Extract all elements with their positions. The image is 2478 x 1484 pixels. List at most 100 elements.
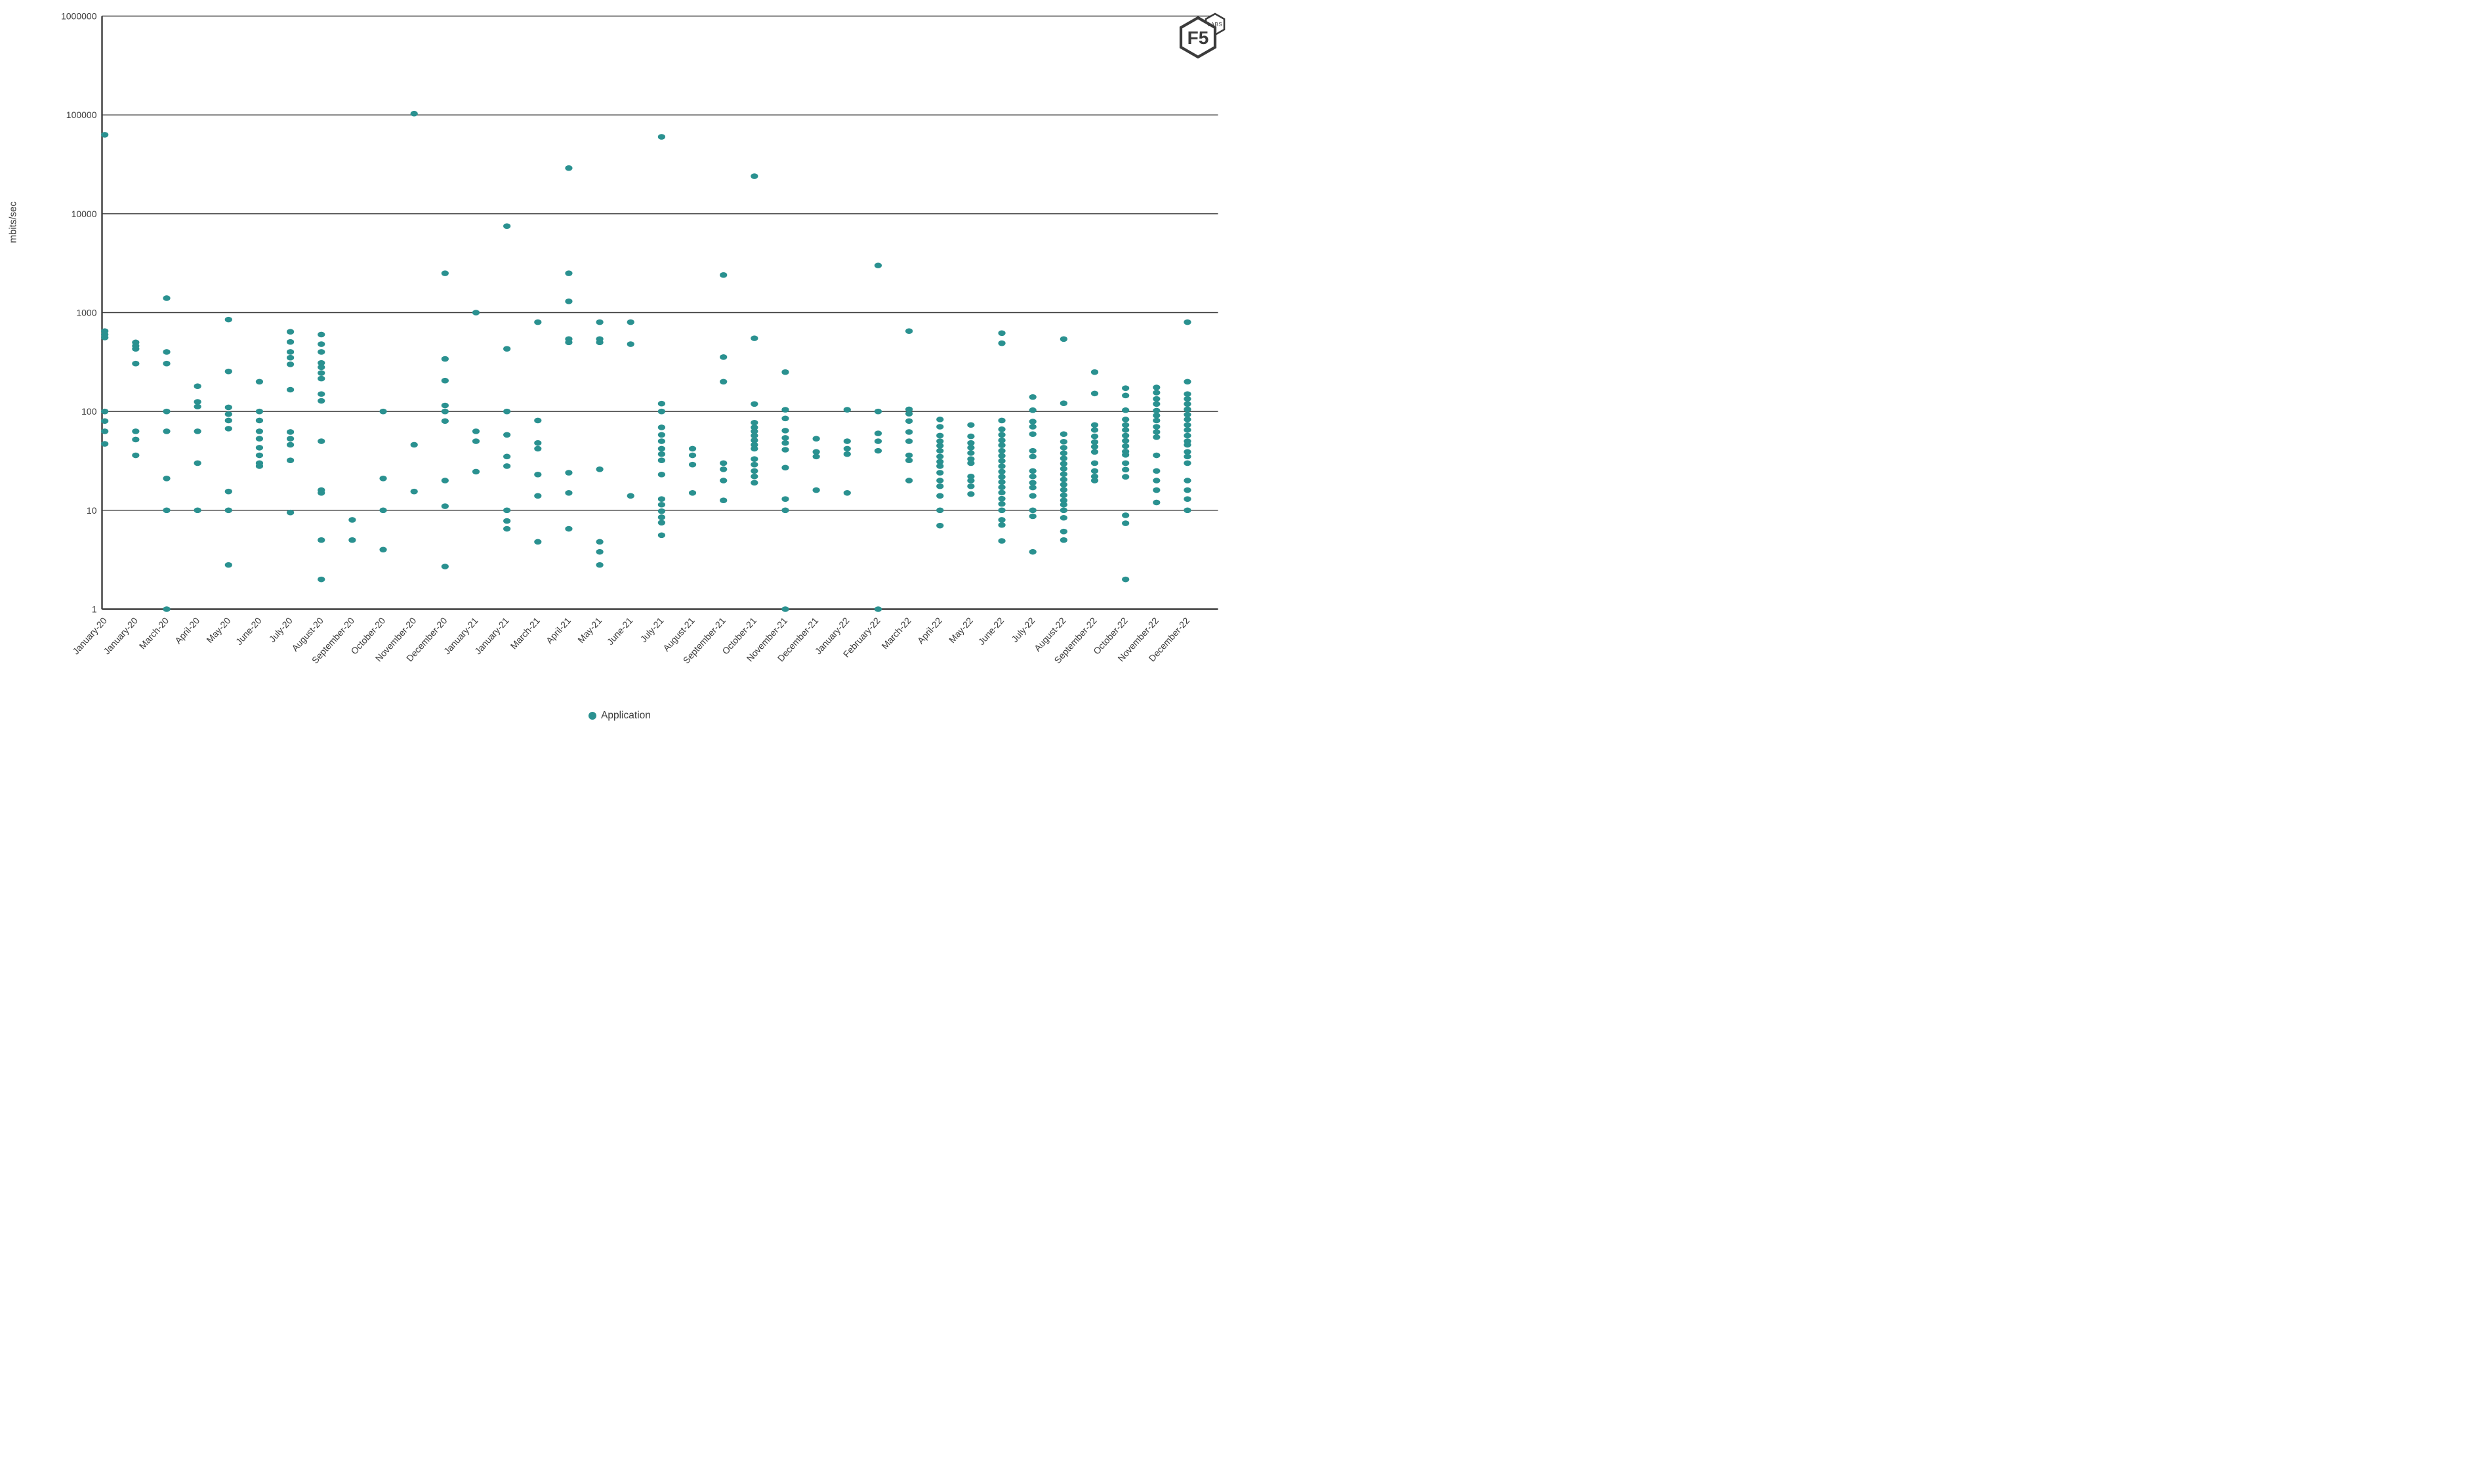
data-point — [1122, 407, 1130, 413]
data-point — [224, 507, 232, 514]
data-point — [688, 461, 697, 468]
data-point — [688, 445, 697, 452]
data-point — [751, 480, 758, 486]
data-point — [534, 493, 542, 499]
data-point — [751, 437, 758, 443]
data-point — [657, 408, 666, 415]
data-point — [287, 509, 295, 516]
data-point — [998, 426, 1006, 432]
data-point — [967, 478, 975, 484]
data-point — [318, 438, 325, 444]
data-point — [596, 562, 604, 568]
x-category-label: May-20 — [204, 615, 232, 646]
data-point — [163, 349, 171, 355]
data-point — [163, 428, 171, 434]
data-point — [1060, 450, 1067, 457]
data-point — [1090, 433, 1099, 440]
data-point — [1060, 497, 1067, 504]
data-point — [163, 295, 171, 301]
data-point — [998, 538, 1006, 544]
data-point — [874, 447, 882, 454]
data-point — [998, 453, 1006, 459]
data-point — [1184, 453, 1191, 460]
data-point — [1184, 391, 1191, 397]
data-point — [565, 270, 573, 276]
data-point — [781, 447, 789, 453]
data-point — [967, 433, 975, 440]
data-point — [998, 479, 1006, 485]
data-point — [657, 501, 666, 508]
data-point — [101, 418, 109, 424]
data-point — [967, 445, 975, 451]
data-point — [1153, 434, 1161, 440]
data-point — [905, 411, 913, 417]
data-point — [1122, 460, 1130, 466]
data-point — [1122, 392, 1130, 399]
data-point — [657, 457, 666, 464]
y-tick-label: 1000 — [76, 308, 96, 318]
data-point — [287, 361, 295, 367]
data-point — [224, 488, 232, 495]
data-point — [998, 495, 1006, 502]
data-point — [720, 379, 728, 385]
data-point — [255, 452, 264, 459]
data-point — [657, 451, 666, 457]
data-point — [596, 339, 604, 346]
data-point — [1060, 501, 1067, 508]
data-point — [1029, 480, 1037, 486]
data-point — [998, 417, 1006, 424]
data-point — [874, 408, 882, 415]
data-point — [998, 522, 1006, 528]
data-point — [936, 438, 944, 444]
data-point — [751, 424, 758, 430]
data-point — [1122, 443, 1130, 449]
data-point — [781, 507, 789, 514]
data-point — [627, 319, 634, 325]
data-point — [1122, 432, 1130, 439]
data-point — [1184, 442, 1191, 448]
data-point — [255, 428, 264, 434]
data-point — [1029, 453, 1037, 460]
data-point — [1184, 411, 1191, 418]
x-category-label: April-20 — [173, 615, 201, 646]
data-point — [936, 522, 944, 529]
data-point — [657, 400, 666, 407]
data-point — [1153, 384, 1161, 390]
data-point — [1029, 548, 1037, 555]
data-point — [781, 428, 789, 434]
data-point — [657, 472, 666, 478]
data-point — [905, 452, 913, 459]
data-point — [720, 478, 728, 484]
data-point — [318, 537, 325, 543]
data-point — [905, 418, 913, 424]
data-point — [163, 507, 171, 514]
data-point — [163, 606, 171, 612]
data-point — [596, 548, 604, 555]
data-point — [1122, 385, 1130, 391]
data-point — [1090, 369, 1099, 375]
data-point — [132, 346, 140, 352]
data-point — [503, 223, 511, 229]
data-point — [843, 445, 851, 452]
data-point — [1184, 379, 1191, 385]
data-point — [905, 406, 913, 413]
data-point — [1122, 520, 1130, 526]
data-point — [657, 496, 666, 502]
f5-hexagon-icon — [1179, 16, 1217, 59]
data-point — [751, 461, 758, 468]
data-point — [1122, 576, 1130, 583]
data-point — [1060, 431, 1067, 437]
data-point — [751, 419, 758, 426]
data-point — [998, 340, 1006, 346]
data-point — [1029, 513, 1037, 520]
data-point — [287, 339, 295, 345]
data-point — [998, 432, 1006, 438]
data-point — [1184, 487, 1191, 493]
x-category-label: March-22 — [879, 615, 913, 651]
data-point — [812, 487, 820, 493]
data-point — [163, 408, 171, 415]
data-point — [688, 452, 697, 459]
legend-marker-icon — [589, 712, 597, 720]
data-point — [657, 134, 666, 140]
chart-canvas: 1 10 100 1000 10000 100000 1000000 January-20 Ja… — [0, 0, 1239, 742]
